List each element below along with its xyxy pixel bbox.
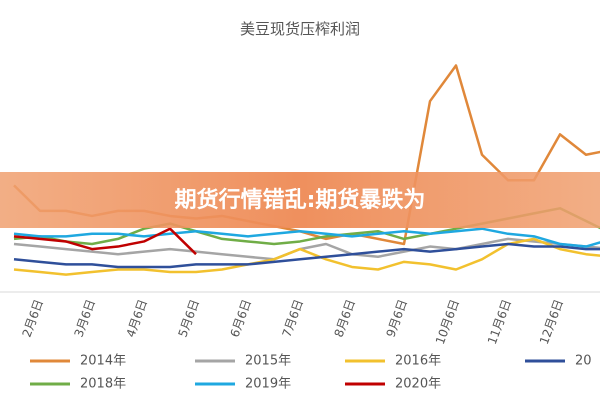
legend-label: 2018年	[80, 377, 126, 392]
series-line	[13, 237, 600, 276]
series-line	[13, 237, 600, 261]
legend-label: 2016年	[395, 354, 441, 369]
banner	[0, 172, 600, 228]
series-line	[13, 242, 600, 269]
legend-label: 2014年	[80, 354, 126, 369]
legend-label: 2020年	[395, 377, 441, 392]
legend-label: 2015年	[245, 354, 291, 369]
banner-text: 期货行情错乱:期货暴跌为	[175, 187, 426, 213]
chart-title: 美豆现货压榨利润	[240, 20, 360, 38]
series-line	[13, 227, 197, 256]
legend-label: 2019年	[245, 377, 291, 392]
series-line	[13, 227, 600, 248]
legend-label: 20	[575, 354, 592, 369]
